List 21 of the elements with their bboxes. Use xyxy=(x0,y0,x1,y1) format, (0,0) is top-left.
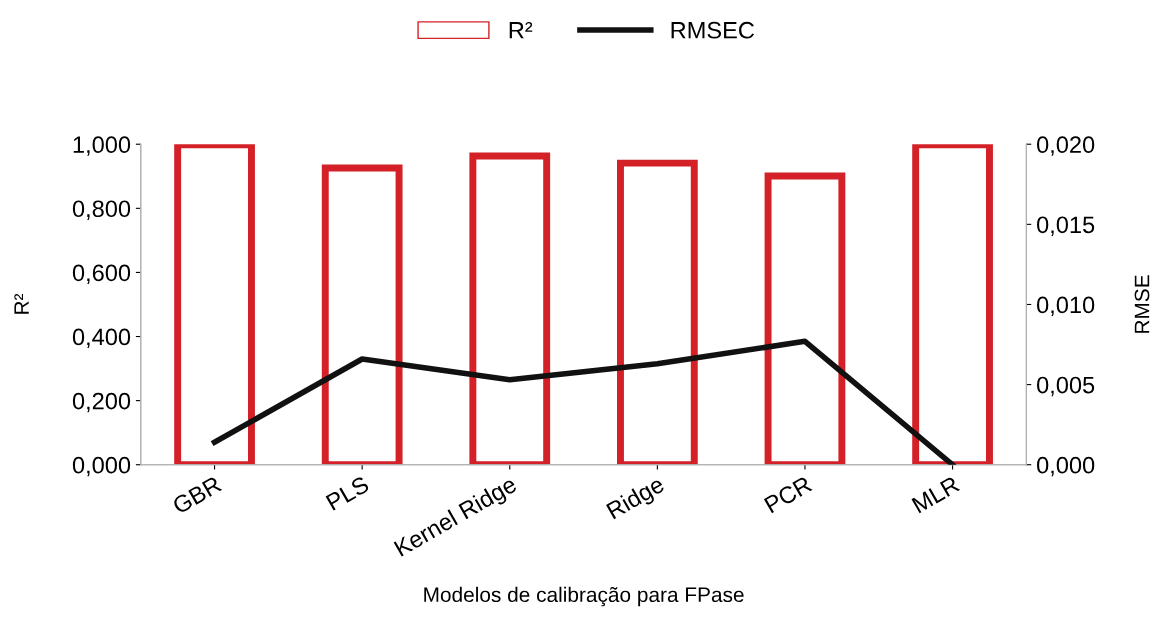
y2-axis-title: RMSE xyxy=(1134,275,1150,333)
y-tick-label: 0,400 xyxy=(72,328,131,349)
y2-tick-label: 0,010 xyxy=(1037,296,1095,317)
y-tick-label: 0,600 xyxy=(72,264,131,284)
y-axis-title: R² xyxy=(14,293,29,314)
x-tick-label: MLR xyxy=(911,475,961,514)
x-tick-label: PCR xyxy=(763,475,813,514)
y-tick-label: 0,800 xyxy=(72,200,131,220)
x-axis-title: Modelos de calibração para FPase xyxy=(424,586,744,607)
x-tick-label: PLS xyxy=(325,475,370,511)
y2-tick-label: 0,000 xyxy=(1037,456,1095,477)
y-tick-label: 0,000 xyxy=(72,456,131,477)
y-tick-label: 1,000 xyxy=(73,136,131,156)
y2-tick-label: 0,020 xyxy=(1037,136,1095,156)
x-tick-label: Ridge xyxy=(605,474,668,524)
legend-label: R² xyxy=(509,21,533,39)
x-tick-label: GBR xyxy=(171,475,223,515)
legend-label: RMSEC xyxy=(671,21,755,39)
y2-tick-label: 0,015 xyxy=(1037,216,1095,236)
y2-tick-label: 0,005 xyxy=(1037,376,1095,397)
y-tick-label: 0,200 xyxy=(72,392,131,413)
